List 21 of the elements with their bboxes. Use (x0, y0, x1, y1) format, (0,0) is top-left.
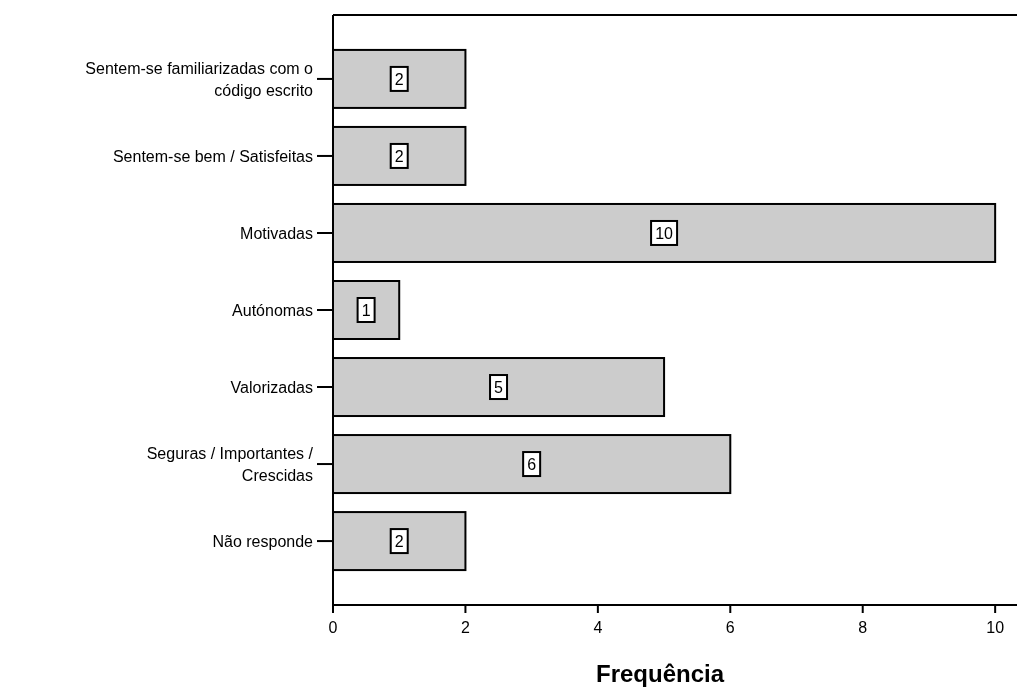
data-label: 2 (394, 533, 404, 551)
y-tick-label: Autónomas (232, 302, 313, 319)
y-tick-label: Seguras / Importantes / Crescidas (146, 445, 314, 485)
data-label: 6 (527, 456, 537, 474)
data-label: 1 (361, 302, 371, 319)
y-tick-label: Motivadas (240, 224, 313, 242)
x-tick-label: 4 (593, 619, 603, 636)
data-label: 2 (394, 70, 404, 88)
x-tick-label: 6 (725, 619, 735, 636)
x-tick-label: 8 (858, 619, 868, 636)
x-tick-label: 0 (328, 619, 338, 636)
data-label: 2 (394, 147, 404, 165)
x-tick-label: 2 (460, 619, 470, 636)
y-tick-label: Valorizadas (230, 379, 313, 397)
data-label: 5 (494, 379, 504, 397)
y-tick-label: Sentem-se bem / Satisfeitas (112, 147, 313, 165)
y-tick-label: Sentem-se familiarizadas com o código escrito (85, 59, 314, 99)
y-tick-label: Não responde (212, 533, 314, 551)
x-tick-label: 10 (986, 619, 1005, 636)
x-axis-title: Frequência (595, 660, 725, 687)
data-label: 10 (655, 224, 674, 242)
